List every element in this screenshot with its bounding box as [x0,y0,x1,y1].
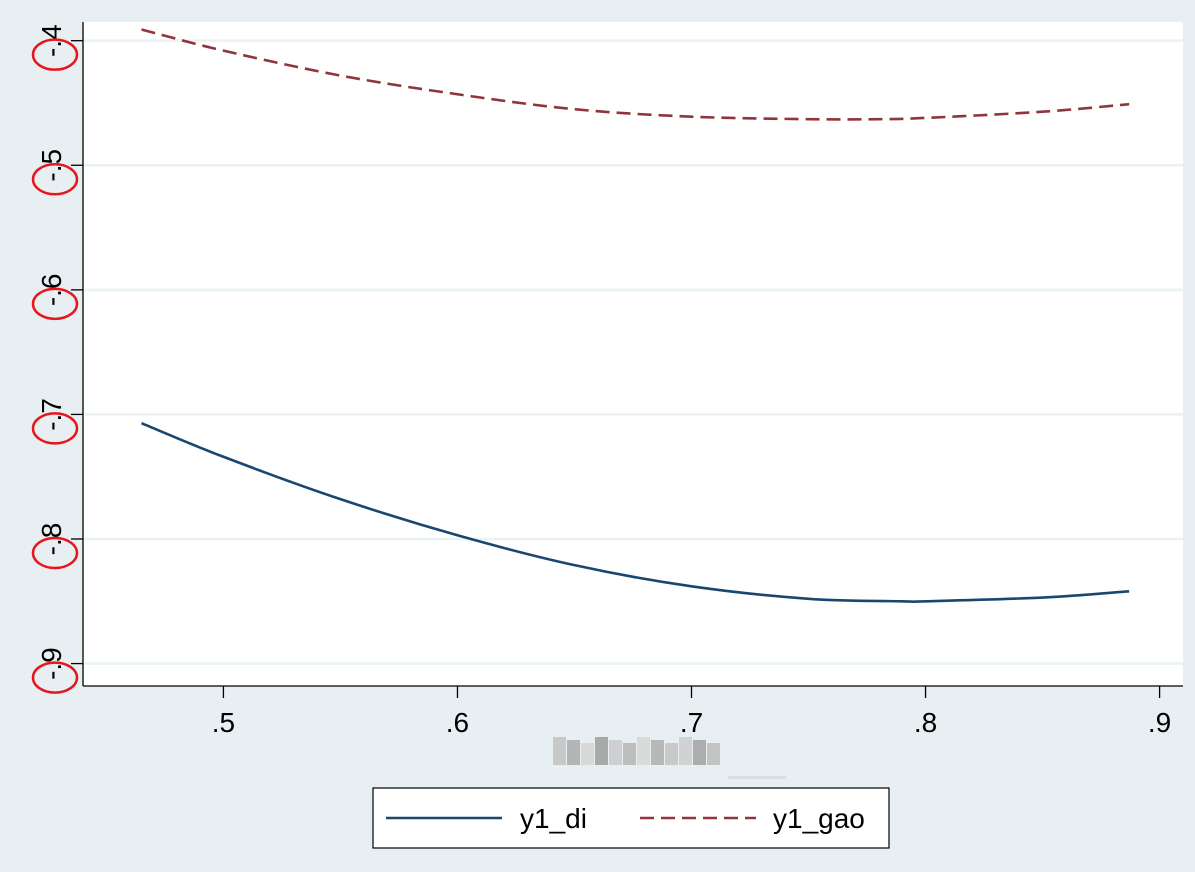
blur-underline [728,776,786,779]
axes [82,22,1183,687]
blur-block [707,743,720,765]
red-circle-annotations [31,38,79,694]
x-axis-label-obscured [553,737,786,779]
legend-label-y1-gao: y1_gao [773,803,865,834]
series-line-y1_gao [141,28,1130,121]
blur-block [665,743,678,765]
x-tick-labels: .5 .6 .7 .8 .9 [212,686,1171,738]
red-circle [31,38,79,71]
plot-area [83,22,1183,686]
blur-block [567,740,580,765]
blur-block [693,740,706,765]
red-circle [31,661,79,694]
blur-block [679,737,692,765]
red-circle [31,163,79,196]
x-tick-label: .5 [212,707,235,738]
blur-block [595,737,608,765]
blur-block [637,737,650,765]
red-circle [31,412,79,445]
legend: y1_di y1_gao [372,787,890,849]
red-circle [31,287,79,321]
x-tick-label: .9 [1148,707,1171,738]
legend-label-y1-di: y1_di [520,803,587,834]
red-circle [31,536,79,570]
blur-block [581,743,594,765]
grid-lines [83,39,1183,665]
x-tick-label: .6 [446,707,469,738]
x-tick-label: .8 [914,707,937,738]
blur-block [553,737,566,765]
series-line-y1_di [141,421,1130,603]
blur-block [651,740,664,765]
series-layer [141,28,1130,603]
x-tick-label: .7 [680,707,703,738]
blur-block [609,740,622,765]
blur-block [623,743,636,765]
